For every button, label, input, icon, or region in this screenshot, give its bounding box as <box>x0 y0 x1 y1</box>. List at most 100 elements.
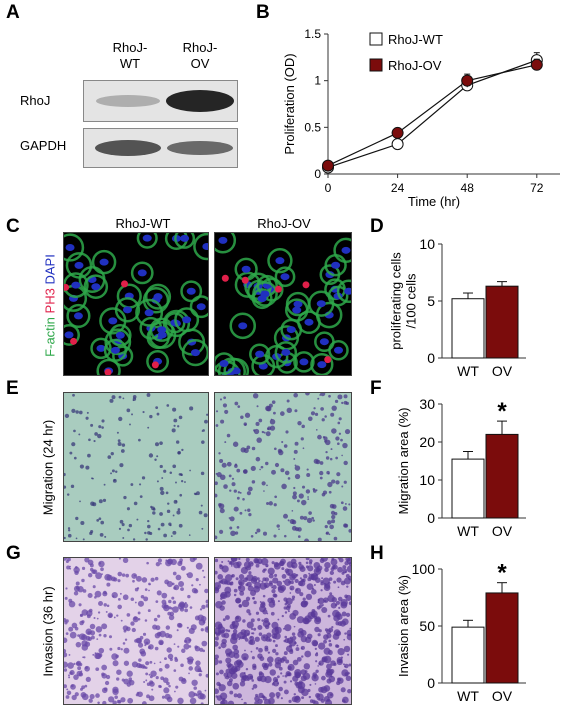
stained-cell <box>310 411 316 416</box>
stained-cell <box>315 429 318 431</box>
x-tick-label: OV <box>492 523 513 539</box>
stained-cell <box>113 616 116 619</box>
stained-cell <box>344 672 349 677</box>
stained-cell <box>244 509 247 512</box>
stained-cell <box>97 433 102 439</box>
stained-cell <box>215 631 217 634</box>
stained-cell <box>340 438 343 442</box>
stained-cell <box>173 669 177 672</box>
stained-cell <box>308 511 312 515</box>
stained-cell <box>161 592 168 599</box>
stained-cell <box>233 593 237 597</box>
stained-cell <box>321 577 324 580</box>
stained-cell <box>66 565 71 570</box>
stained-cell <box>318 642 326 650</box>
stained-cell <box>344 632 347 635</box>
stained-cell <box>218 580 222 584</box>
migration-image-wt <box>63 392 209 542</box>
stained-cell <box>315 660 318 663</box>
stained-cell <box>149 660 153 664</box>
cell-nucleus <box>108 317 118 325</box>
stained-cell <box>192 558 197 561</box>
cell-nucleus <box>71 281 81 289</box>
stained-cell <box>202 649 206 653</box>
stained-cell <box>226 580 231 586</box>
stained-cell <box>273 534 277 538</box>
stained-cell <box>286 399 290 403</box>
stained-cell <box>71 408 76 413</box>
stained-cell <box>158 667 163 672</box>
stained-cell <box>339 620 346 627</box>
stained-cell <box>253 600 257 605</box>
stained-cell <box>95 667 100 672</box>
stained-cell <box>333 614 340 622</box>
stained-cell <box>143 638 151 645</box>
bar <box>451 298 485 359</box>
stained-cell <box>168 606 172 610</box>
stained-cell <box>250 589 257 596</box>
stained-cell <box>117 646 121 651</box>
stained-cell <box>200 471 205 476</box>
stained-cell <box>236 496 240 500</box>
stained-cell <box>144 644 147 647</box>
stained-cell <box>189 469 191 472</box>
stained-cell <box>324 440 327 443</box>
stained-cell <box>65 587 68 590</box>
stained-cell <box>178 415 183 420</box>
stained-cell <box>251 687 254 690</box>
stained-cell <box>88 698 93 703</box>
cell-nucleus <box>293 300 303 308</box>
panel-label-g: G <box>6 543 21 564</box>
stained-cell <box>163 469 167 473</box>
stained-cell <box>347 653 350 656</box>
stained-cell <box>184 481 186 483</box>
stained-cell <box>307 416 313 422</box>
stained-cell <box>73 674 79 680</box>
stained-cell <box>335 630 342 637</box>
stained-cell <box>239 491 242 494</box>
stained-cell <box>177 508 181 511</box>
stained-cell <box>71 442 76 447</box>
stained-cell <box>305 393 310 396</box>
cell-nucleus <box>110 346 120 354</box>
stained-cell <box>330 673 333 676</box>
stained-cell <box>98 499 103 504</box>
if-image-ov-cells <box>215 233 351 375</box>
stained-cell <box>165 491 169 495</box>
cell-membrane <box>336 279 351 304</box>
stained-cell <box>254 581 262 589</box>
cell-nucleus <box>196 303 206 311</box>
stained-cell <box>161 695 166 699</box>
stained-cell <box>148 453 154 458</box>
stained-cell <box>115 470 118 473</box>
stained-cell <box>266 484 268 487</box>
stained-cell <box>240 677 246 683</box>
stained-cell <box>329 524 334 530</box>
panel-label-c: C <box>6 216 20 237</box>
stained-cell <box>343 523 348 528</box>
cell-nucleus <box>292 306 302 314</box>
stained-cell <box>335 456 338 460</box>
stained-cell <box>114 695 118 699</box>
stained-cell <box>338 432 342 435</box>
x-tick-label: OV <box>492 688 513 704</box>
stained-cell <box>263 698 271 704</box>
stained-cell <box>286 637 294 644</box>
panel-label-h: H <box>370 543 384 564</box>
stained-cell <box>243 447 249 454</box>
stained-cell <box>137 600 144 607</box>
stained-cell <box>284 578 292 586</box>
ph3-positive-nucleus <box>302 281 310 289</box>
stained-cell <box>116 614 119 617</box>
stained-cell <box>101 673 108 679</box>
cell-membrane <box>103 338 128 362</box>
stained-cell <box>281 614 284 618</box>
stained-cell <box>323 647 331 655</box>
stained-cell <box>341 485 344 488</box>
stained-cell <box>294 464 297 467</box>
stained-cell <box>170 535 173 537</box>
stained-cell <box>331 405 337 411</box>
stained-cell <box>119 463 124 468</box>
ph3-positive-nucleus <box>121 280 129 288</box>
stained-cell <box>268 573 274 579</box>
